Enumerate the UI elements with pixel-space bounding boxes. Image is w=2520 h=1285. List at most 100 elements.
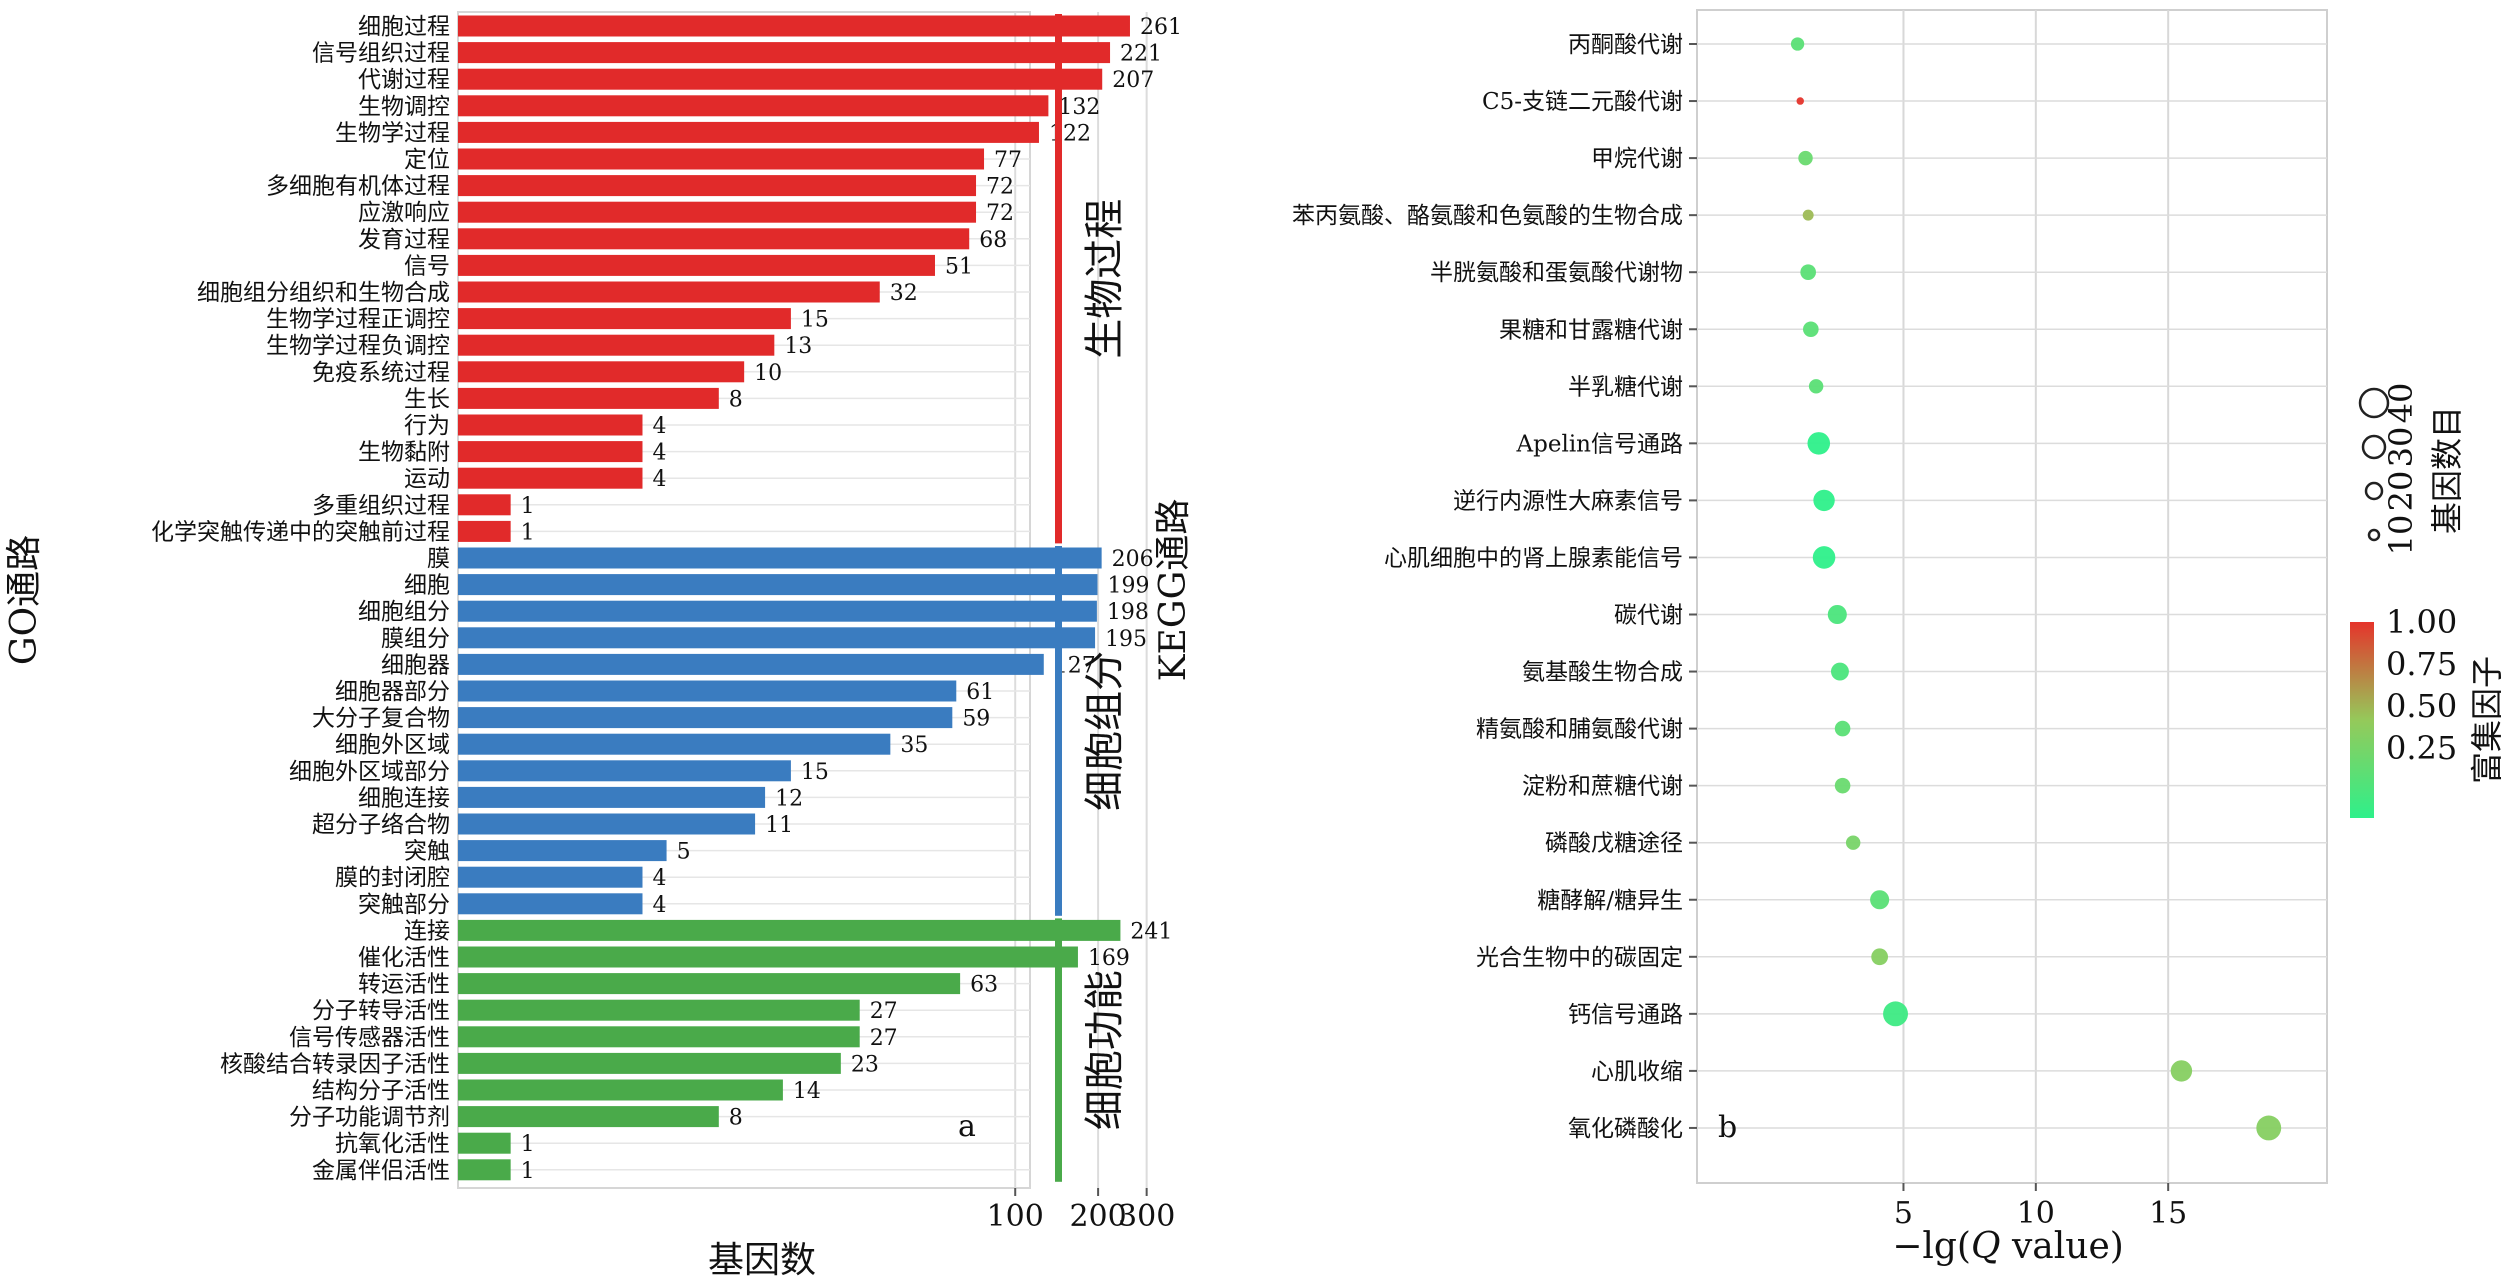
data-point — [1813, 489, 1835, 512]
category-label: 钙信号通路 — [1568, 1002, 1683, 1028]
size-legend-label: 20 — [2382, 471, 2420, 512]
category-label: 代谢过程 — [358, 67, 450, 93]
x-tick-label: 5 — [1894, 1196, 1913, 1231]
category-label: 发育过程 — [358, 227, 450, 253]
category-label: 应激响应 — [358, 200, 450, 226]
x-axis-title: −lg(Q value) — [1892, 1226, 2124, 1267]
category-label: 膜 — [427, 546, 450, 572]
category-label: 心肌收缩 — [1591, 1059, 1683, 1085]
data-label: 4 — [652, 441, 666, 466]
data-label: 51 — [945, 254, 973, 279]
y-axis-title: GO通路 — [4, 535, 45, 665]
bar — [458, 42, 1111, 64]
category-label: 膜的封闭腔 — [335, 865, 450, 891]
bar — [458, 680, 957, 702]
bar — [458, 946, 1078, 968]
bar — [458, 973, 961, 995]
x-axis-title-prefix: −lg( — [1892, 1226, 1971, 1267]
color-legend-label: 0.25 — [2386, 729, 2457, 767]
category-label: 氧化磷酸化 — [1568, 1116, 1683, 1142]
data-point — [2170, 1060, 2193, 1082]
data-point — [1803, 321, 1819, 338]
category-label: 心肌细胞中的肾上腺素能信号 — [1384, 545, 1683, 571]
category-label: 细胞器部分 — [335, 679, 450, 705]
data-point — [1845, 835, 1861, 850]
group-label: 细胞功能 — [1082, 970, 1128, 1130]
data-label: 68 — [979, 228, 1007, 253]
category-label: 细胞器 — [381, 652, 450, 678]
data-label: 15 — [801, 760, 829, 785]
data-point — [1808, 379, 1824, 394]
data-point — [2256, 1115, 2282, 1141]
data-label: 1 — [521, 1159, 535, 1184]
bar — [458, 733, 891, 755]
category-label: 甲烷代谢 — [1591, 146, 1683, 172]
category-label: 生物学过程 — [335, 120, 450, 146]
data-label: 77 — [994, 148, 1022, 173]
bar — [458, 1026, 860, 1048]
data-point — [1798, 150, 1813, 166]
group-bracket — [1055, 918, 1062, 1182]
data-label: 4 — [652, 893, 666, 918]
category-label: 丙酮酸代谢 — [1568, 32, 1683, 58]
category-label: 细胞连接 — [358, 785, 450, 811]
group-label: 生物过程 — [1082, 199, 1128, 359]
category-label: 碳代谢 — [1614, 603, 1683, 629]
bar — [458, 281, 880, 303]
bar — [458, 175, 977, 197]
data-point — [1827, 604, 1847, 625]
bar — [458, 600, 1097, 622]
category-label: 半乳糖代谢 — [1568, 374, 1683, 400]
bar — [458, 201, 977, 223]
data-label: 207 — [1112, 68, 1154, 93]
data-point — [1834, 720, 1851, 737]
data-label: 10 — [754, 361, 782, 386]
group-bracket — [1055, 546, 1062, 916]
data-label: 4 — [652, 414, 666, 439]
category-label: C5-支链二元酸代谢 — [1482, 89, 1683, 115]
category-label: 突触部分 — [358, 892, 450, 918]
data-point — [1800, 264, 1816, 281]
data-label: 63 — [970, 973, 998, 998]
category-label: 果糖和甘露糖代谢 — [1499, 317, 1683, 343]
color-legend-label: 1.00 — [2386, 603, 2457, 641]
category-label: 生物学过程负调控 — [266, 333, 450, 359]
bar — [458, 1079, 783, 1101]
bar — [458, 1106, 719, 1128]
category-label: 分子功能调节剂 — [289, 1105, 450, 1131]
data-point — [1871, 948, 1889, 966]
category-label: 免疫系统过程 — [312, 360, 450, 386]
data-label: 198 — [1107, 600, 1149, 625]
category-label: 金属伴侣活性 — [312, 1158, 450, 1184]
category-label: 细胞外区域部分 — [289, 759, 450, 785]
panel-b-kegg-scatter-chart: 丙酮酸代谢 C5-支链二元酸代谢甲烷代谢苯丙氨酸、酪氨酸和色氨酸的生物合成半胱氨酸… — [1153, 9, 2506, 1267]
bar — [458, 95, 1049, 117]
color-legend-title: 富集因子 — [2468, 656, 2506, 784]
data-label: 23 — [851, 1052, 879, 1077]
category-label: 多细胞有机体过程 — [266, 174, 450, 200]
bar — [458, 1052, 841, 1074]
bar — [458, 308, 791, 330]
x-tick-label: 15 — [2149, 1196, 2187, 1231]
category-label: 光合生物中的碳固定 — [1476, 945, 1683, 971]
category-label: 信号 — [404, 253, 450, 279]
category-label: 苯丙氨酸、酪氨酸和色氨酸的生物合成 — [1292, 203, 1683, 229]
category-label: 信号组织过程 — [312, 41, 450, 67]
data-label: 132 — [1058, 95, 1100, 120]
category-label: 超分子络合物 — [312, 812, 450, 838]
bar — [458, 893, 643, 915]
size-legend-circle — [2364, 481, 2384, 501]
data-label: 11 — [765, 813, 793, 838]
bar — [458, 441, 643, 463]
size-legend-label: 40 — [2382, 383, 2420, 424]
category-label: 核酸结合转录因子活性 — [220, 1051, 450, 1077]
bar — [458, 653, 1044, 675]
bar — [458, 520, 511, 542]
category-label: 糖酵解/糖异生 — [1537, 888, 1683, 914]
category-label: 行为 — [404, 413, 450, 439]
data-label: 241 — [1130, 919, 1172, 944]
data-label: 1 — [521, 520, 535, 545]
bar — [458, 574, 1098, 596]
data-label: 35 — [900, 733, 928, 758]
